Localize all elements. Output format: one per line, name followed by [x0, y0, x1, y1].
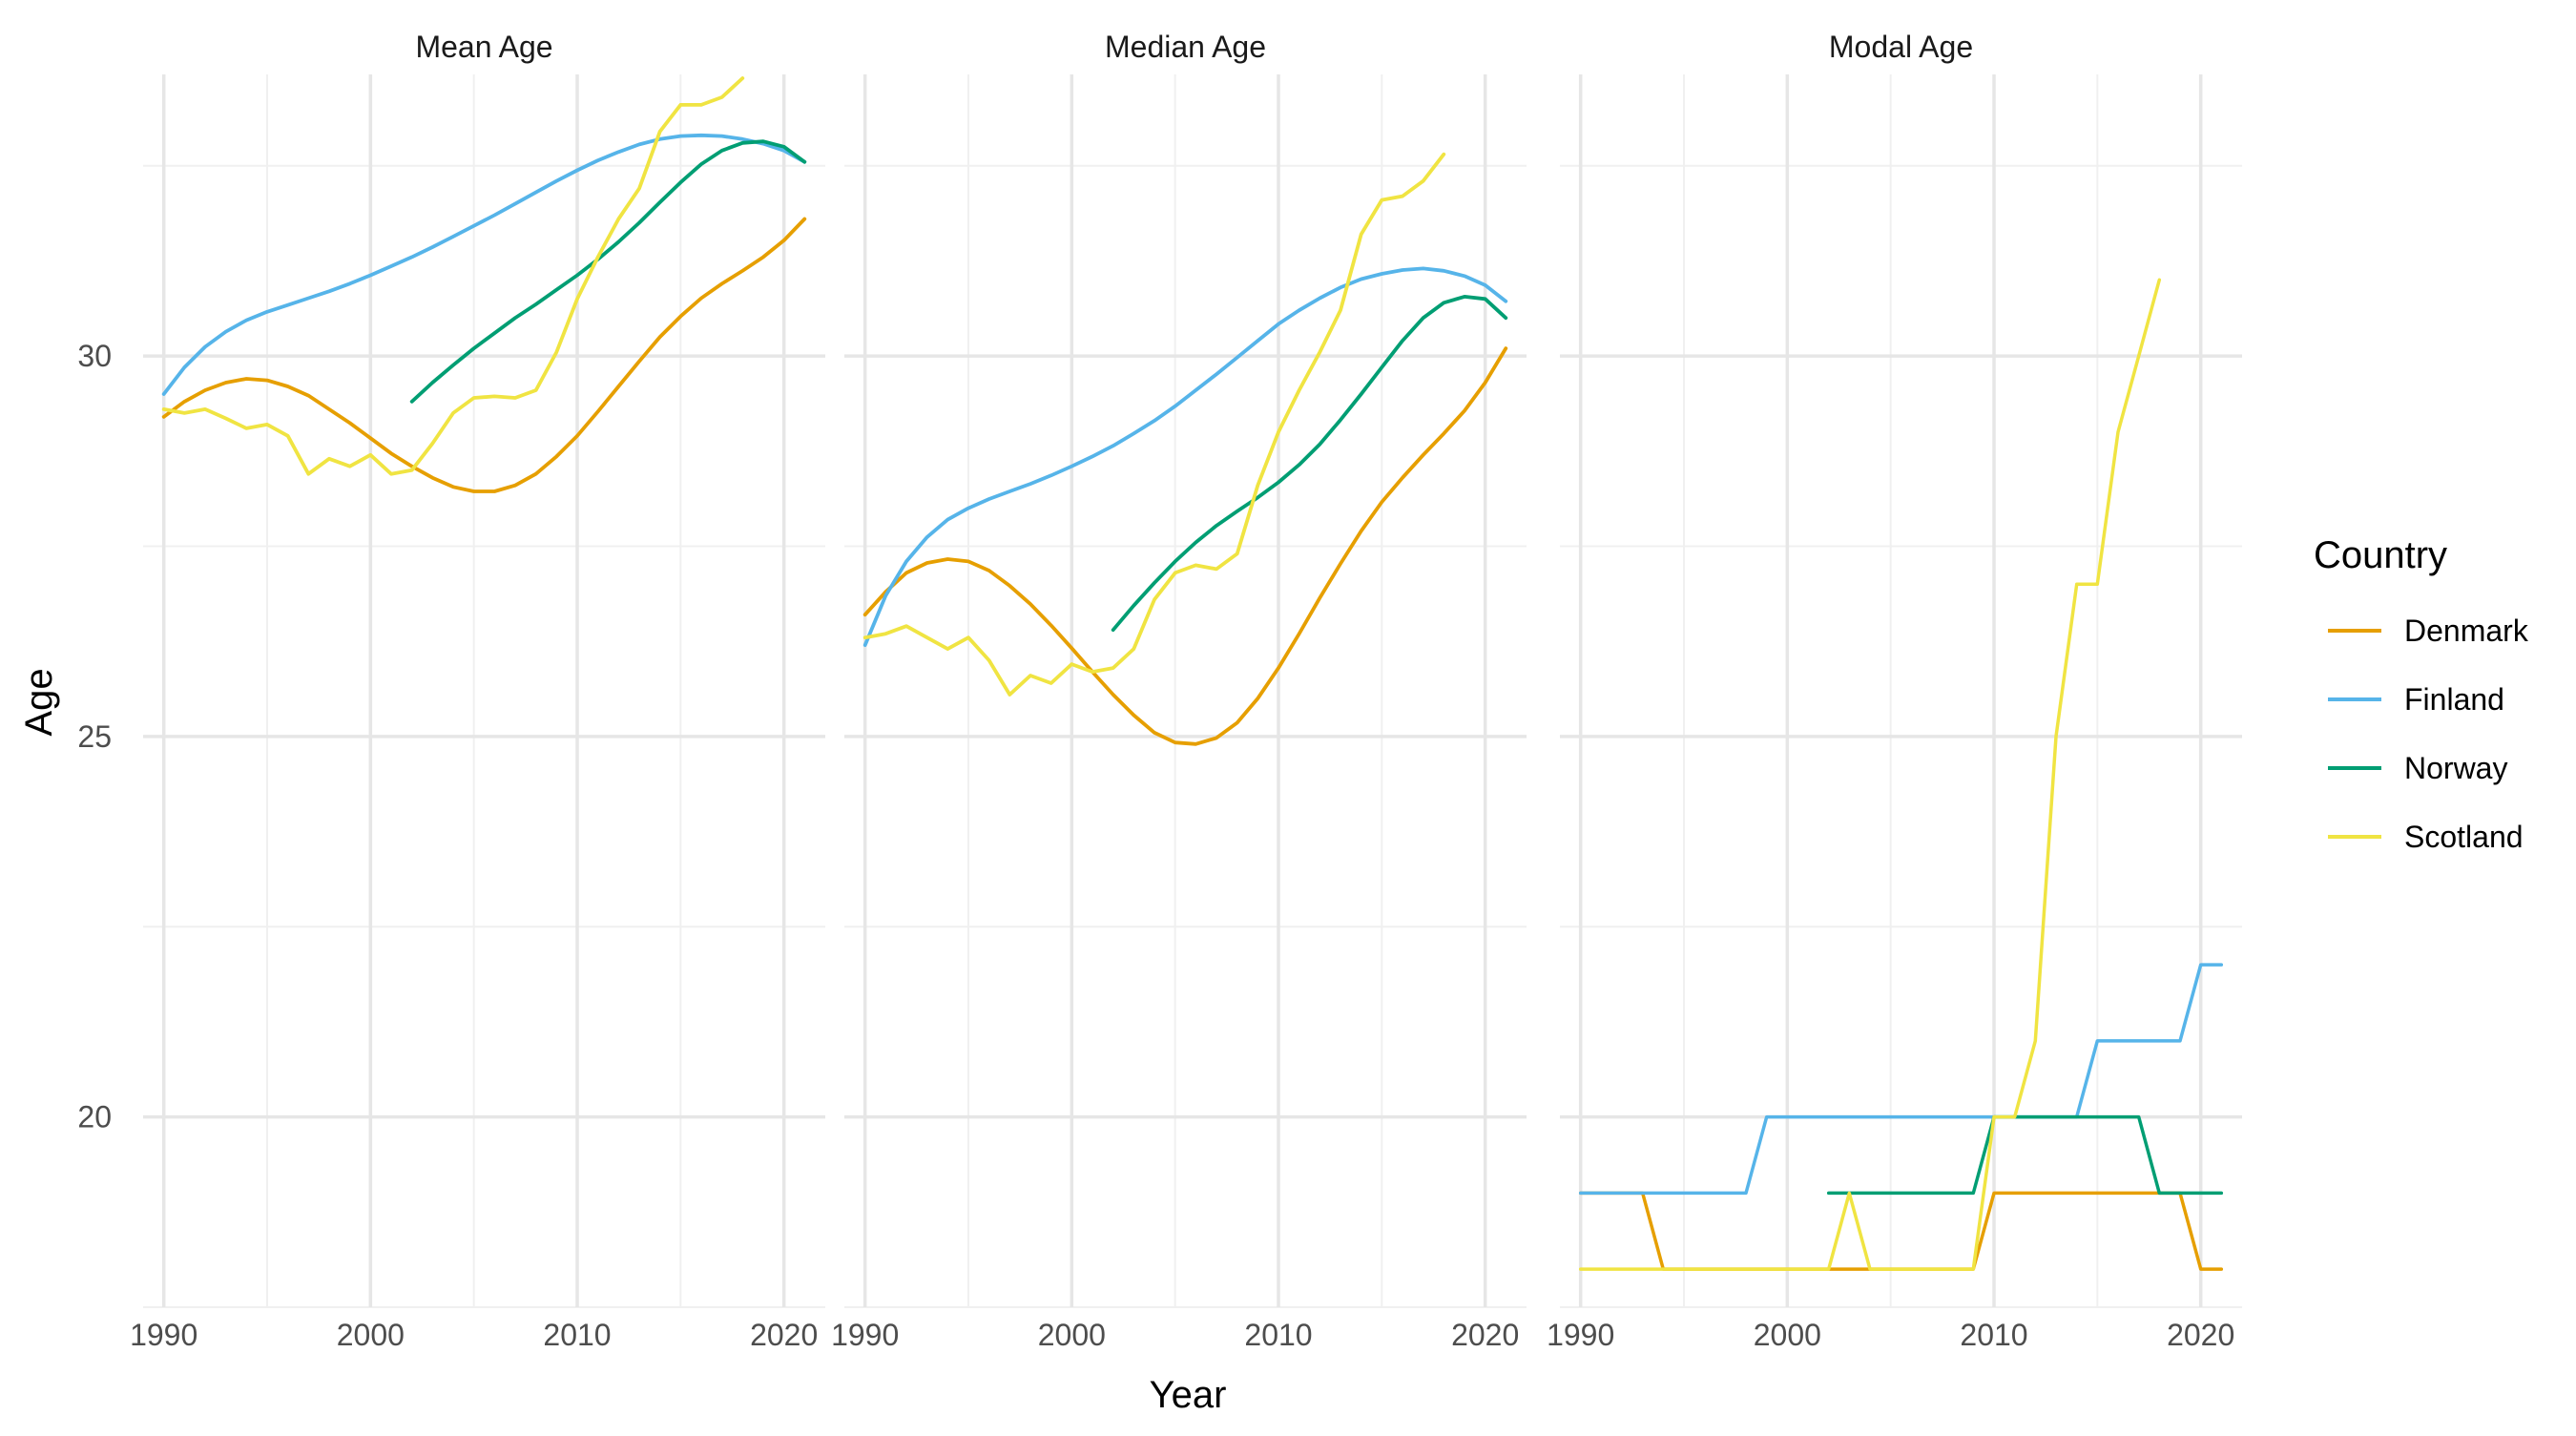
series-line-norway-mean-age — [409, 139, 807, 404]
x-tick-label: 1990 — [130, 1318, 197, 1352]
x-tick-label: 2010 — [543, 1318, 611, 1352]
legend-title: Country — [2314, 534, 2447, 576]
x-tick-label: 2020 — [2167, 1318, 2234, 1352]
panel-title: Mean Age — [415, 30, 552, 64]
legend: Country Denmark Finland Norway Scotland — [2314, 534, 2529, 854]
x-tick-label: 2000 — [337, 1318, 405, 1352]
series-line-norway-modal-age — [1826, 1114, 2224, 1196]
legend-label-scotland: Scotland — [2404, 820, 2524, 854]
series-line-finland-modal-age — [1578, 963, 2224, 1196]
x-tick-label: 2010 — [1244, 1318, 1312, 1352]
series-line-norway-median-age — [1111, 294, 1508, 633]
series-line-denmark-modal-age — [1578, 1191, 2224, 1271]
legend-label-finland: Finland — [2404, 682, 2504, 717]
y-axis-title: Age — [18, 668, 60, 736]
x-tick-label: 2010 — [1960, 1318, 2027, 1352]
legend-label-denmark: Denmark — [2404, 614, 2529, 648]
legend-label-norway: Norway — [2404, 751, 2507, 785]
x-axis-title: Year — [1150, 1374, 1227, 1416]
y-tick-label: 20 — [77, 1100, 112, 1134]
series-line-finland-mean-age — [161, 133, 807, 396]
x-tick-label: 1990 — [1547, 1318, 1614, 1352]
series-line-scotland-modal-age — [1578, 278, 2162, 1271]
series-line-scotland-median-age — [862, 152, 1446, 697]
x-tick-label: 2000 — [1038, 1318, 1106, 1352]
x-tick-label: 2000 — [1754, 1318, 1821, 1352]
y-tick-label: 25 — [77, 719, 112, 754]
y-tick-label: 30 — [77, 339, 112, 373]
x-tick-label: 2020 — [750, 1318, 818, 1352]
grid-layer — [143, 74, 2242, 1308]
panel-title: Modal Age — [1829, 30, 1973, 64]
x-tick-label: 1990 — [831, 1318, 899, 1352]
panel-title: Median Age — [1105, 30, 1266, 64]
series-line-denmark-mean-age — [161, 217, 807, 493]
series-line-finland-median-age — [862, 266, 1508, 647]
series-line-denmark-median-age — [862, 346, 1508, 746]
x-tick-label: 2020 — [1451, 1318, 1519, 1352]
series-layer — [161, 76, 2224, 1271]
series-line-scotland-mean-age — [161, 76, 745, 476]
